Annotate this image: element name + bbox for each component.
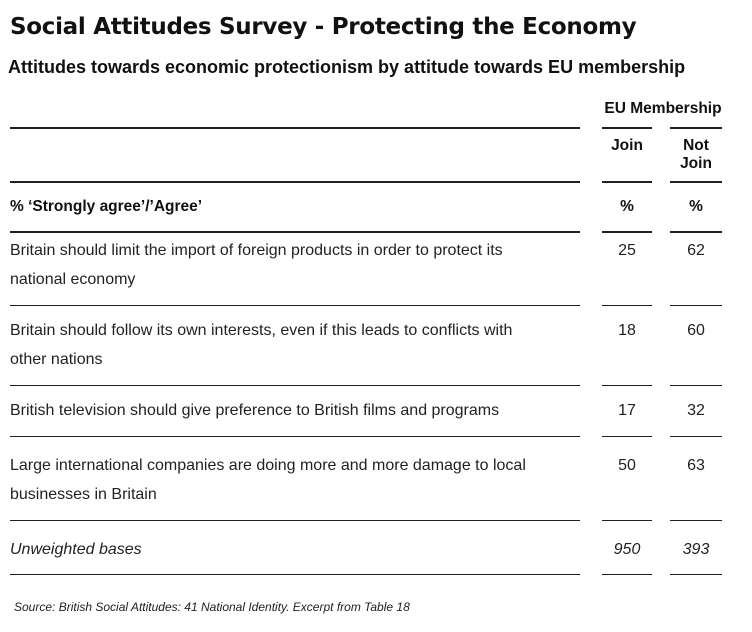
page-title: Social Attitudes Survey - Protecting the… <box>10 14 637 40</box>
row-rule-left <box>10 305 580 306</box>
row-label-line2: other nations <box>10 351 103 368</box>
table-cell-join: 25 <box>618 242 636 259</box>
unit-rule-notjoin <box>670 231 722 233</box>
table-row-label: British television should give preferenc… <box>10 396 585 425</box>
unit-rule-left <box>10 231 580 233</box>
table-cell-notjoin: 62 <box>687 242 705 259</box>
row-rule-notjoin <box>670 520 722 521</box>
header-rule-left <box>10 127 580 129</box>
bases-label: Unweighted bases <box>10 541 142 558</box>
row-label-line2: national economy <box>10 271 136 288</box>
table-cell-join: 50 <box>618 457 636 474</box>
table-row-label: Britain should limit the import of forei… <box>10 236 585 294</box>
unit-notjoin: % <box>689 198 703 215</box>
page-subtitle: Attitudes towards economic protectionism… <box>8 57 686 77</box>
bottom-rule-notjoin <box>670 574 722 575</box>
measure-label: % ‘Strongly agree’/’Agree’ <box>10 198 203 215</box>
bases-notjoin: 393 <box>682 541 710 558</box>
column-header-join: Join <box>611 137 643 154</box>
column-rule-notjoin <box>670 181 722 183</box>
row-rule-notjoin <box>670 436 722 437</box>
row-label-line1: British television should give preferenc… <box>10 402 500 419</box>
unit-join: % <box>620 198 634 215</box>
row-rule-join <box>602 385 652 386</box>
column-rule-left <box>10 181 580 183</box>
header-rule-join <box>602 127 652 129</box>
column-header-notjoin-line2: Join <box>680 155 712 172</box>
column-header-notjoin-line1: Not <box>683 137 709 154</box>
row-rule-left <box>10 436 580 437</box>
row-label-line2: businesses in Britain <box>10 486 157 503</box>
unit-rule-join <box>602 231 652 233</box>
row-label-line1: Britain should limit the import of forei… <box>10 242 503 259</box>
table-cell-join: 17 <box>618 402 636 419</box>
table-row-label: Britain should follow its own interests,… <box>10 316 585 374</box>
table-cell-notjoin: 60 <box>687 322 705 339</box>
bases-join: 950 <box>613 541 641 558</box>
row-rule-notjoin <box>670 385 722 386</box>
eu-membership-header: EU Membership <box>604 100 722 117</box>
row-label-line1: Britain should follow its own interests,… <box>10 322 513 339</box>
table-cell-join: 18 <box>618 322 636 339</box>
table-cell-notjoin: 32 <box>687 402 705 419</box>
table-row-label: Large international companies are doing … <box>10 451 585 509</box>
row-label-line1: Large international companies are doing … <box>10 457 526 474</box>
header-rule-notjoin <box>670 127 722 129</box>
row-rule-left <box>10 520 580 521</box>
source-note: Source: British Social Attitudes: 41 Nat… <box>14 600 410 614</box>
table-cell-notjoin: 63 <box>687 457 705 474</box>
row-rule-notjoin <box>670 305 722 306</box>
row-rule-join <box>602 305 652 306</box>
row-rule-join <box>602 520 652 521</box>
bottom-rule-join <box>602 574 652 575</box>
row-rule-join <box>602 436 652 437</box>
column-rule-join <box>602 181 652 183</box>
row-rule-left <box>10 385 580 386</box>
bottom-rule-left <box>10 574 580 575</box>
